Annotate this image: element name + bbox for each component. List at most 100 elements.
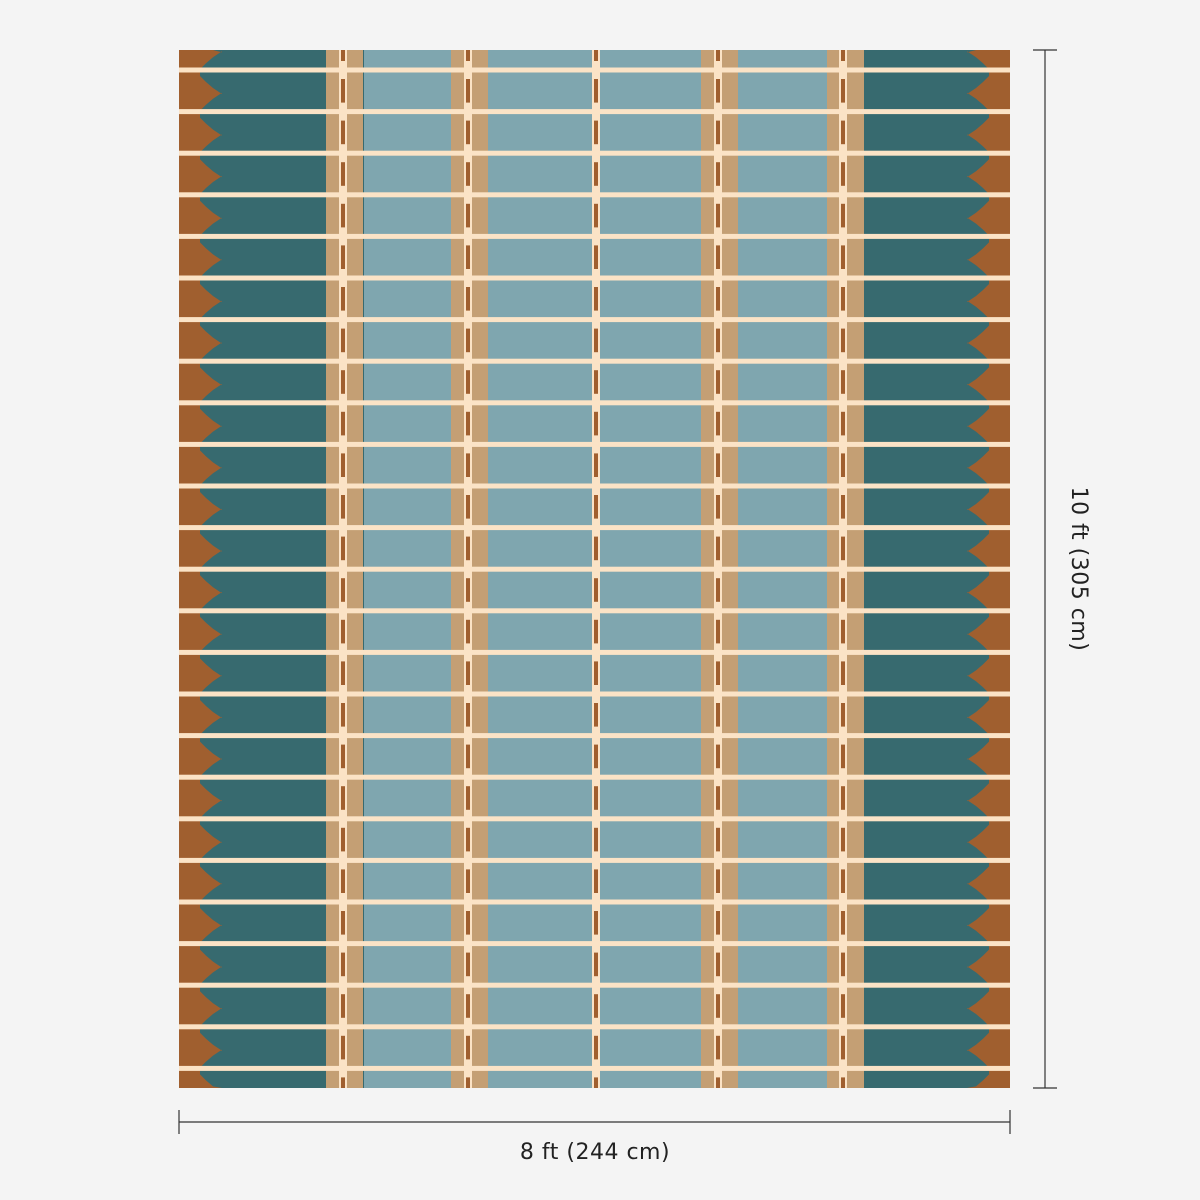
brown-dash	[341, 578, 345, 602]
brown-dash	[341, 203, 345, 228]
brown-dash	[841, 79, 845, 103]
brown-dash	[466, 911, 470, 935]
cream-line	[179, 649, 1010, 655]
brown-dash	[594, 1035, 598, 1060]
brown-dash	[466, 661, 470, 685]
cream-line	[179, 1065, 1010, 1071]
brown-dash	[341, 911, 345, 935]
brown-dash	[841, 578, 845, 602]
brown-dash	[716, 245, 720, 269]
cream-line	[179, 358, 1010, 364]
brown-dash	[341, 79, 345, 103]
brown-dash	[341, 661, 345, 685]
brown-dash	[466, 869, 470, 893]
brown-dash	[594, 911, 598, 935]
cream-line	[179, 733, 1010, 739]
left-border	[179, 50, 222, 1088]
brown-dash	[716, 578, 720, 602]
brown-dash	[341, 1077, 345, 1088]
brown-dash	[716, 827, 720, 852]
brown-dash	[341, 411, 345, 436]
brown-dash	[594, 203, 598, 228]
brown-dash	[841, 245, 845, 269]
brown-dash	[716, 703, 720, 727]
brown-dash	[594, 952, 598, 977]
brown-dash	[466, 994, 470, 1018]
brown-dash	[341, 786, 345, 810]
brown-dash	[841, 703, 845, 727]
brown-dash	[594, 703, 598, 727]
brown-dash	[716, 952, 720, 977]
brown-dash	[716, 994, 720, 1018]
brown-dash	[341, 952, 345, 977]
brown-dash	[841, 1077, 845, 1088]
brown-dash	[594, 994, 598, 1018]
brown-dash	[594, 578, 598, 602]
brown-dash	[341, 495, 345, 519]
brown-dash	[841, 370, 845, 394]
brown-dash	[594, 744, 598, 769]
brown-dash	[841, 287, 845, 311]
brown-dash	[716, 1077, 720, 1088]
brown-dash	[341, 453, 345, 477]
brown-dash	[466, 703, 470, 727]
brown-dash	[716, 786, 720, 810]
brown-dash	[341, 245, 345, 269]
brown-dash	[841, 203, 845, 228]
cream-line	[179, 608, 1010, 614]
brown-dash	[466, 619, 470, 644]
brown-dash	[466, 786, 470, 810]
brown-dash	[841, 328, 845, 353]
brown-dash	[594, 411, 598, 436]
brown-dash	[594, 495, 598, 519]
brown-dash	[466, 328, 470, 353]
brown-dash	[466, 1035, 470, 1060]
height-label: 10 ft (305 cm)	[1066, 487, 1091, 652]
brown-dash	[594, 661, 598, 685]
brown-dash	[716, 162, 720, 186]
brown-dash	[841, 827, 845, 852]
cream-line	[179, 525, 1010, 531]
brown-dash	[716, 869, 720, 893]
cream-line	[179, 483, 1010, 489]
brown-dash	[716, 536, 720, 561]
brown-dash	[594, 287, 598, 311]
cream-line	[179, 233, 1010, 239]
brown-dash	[466, 411, 470, 436]
brown-dash	[716, 203, 720, 228]
brown-dash	[841, 50, 845, 61]
brown-dash	[841, 619, 845, 644]
cream-line	[179, 441, 1010, 447]
brown-dash	[841, 495, 845, 519]
brown-dash	[841, 162, 845, 186]
brown-dash	[716, 1035, 720, 1060]
cream-line	[179, 816, 1010, 822]
brown-dash	[341, 1035, 345, 1060]
brown-dash	[594, 536, 598, 561]
brown-dash	[341, 50, 345, 61]
brown-dash	[466, 120, 470, 145]
brown-dash	[841, 453, 845, 477]
brown-dash	[594, 79, 598, 103]
brown-dash	[841, 1035, 845, 1060]
brown-dash	[466, 453, 470, 477]
brown-dash	[341, 536, 345, 561]
brown-dash	[341, 827, 345, 852]
cream-line	[179, 691, 1010, 697]
brown-dash	[594, 50, 598, 61]
brown-dash	[716, 619, 720, 644]
brown-dash	[594, 1077, 598, 1088]
brown-dash	[594, 370, 598, 394]
brown-dash	[466, 50, 470, 61]
brown-dash	[716, 453, 720, 477]
brown-dash	[341, 869, 345, 893]
cream-line	[179, 857, 1010, 863]
brown-dash	[594, 869, 598, 893]
brown-dash	[466, 1077, 470, 1088]
cream-line	[179, 400, 1010, 406]
brown-dash	[841, 952, 845, 977]
brown-dash	[841, 536, 845, 561]
brown-dash	[841, 994, 845, 1018]
